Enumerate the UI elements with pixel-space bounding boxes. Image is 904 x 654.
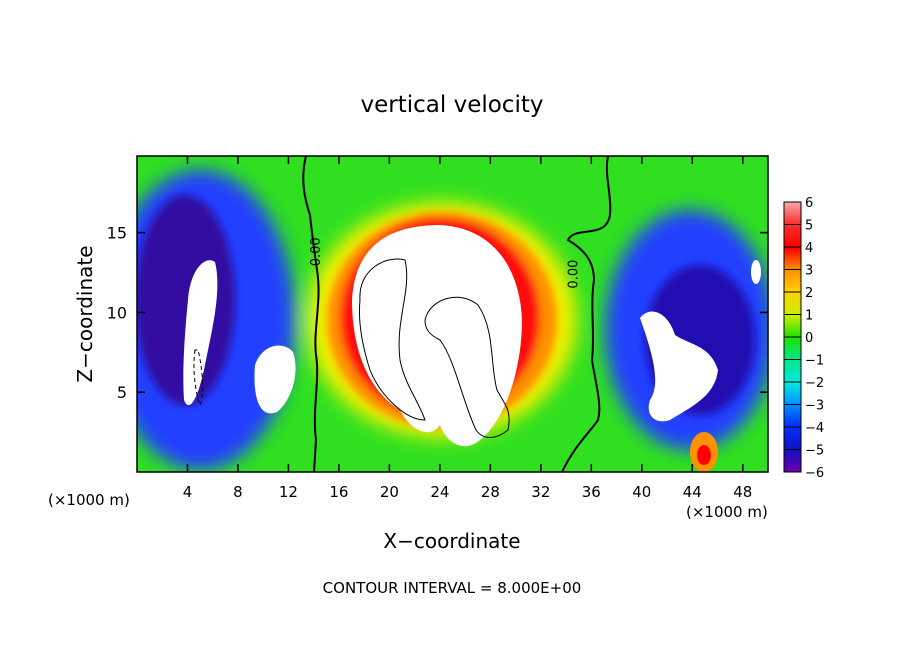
- contour-left-dashed: [193, 349, 204, 407]
- left-downdraft-core: [137, 195, 235, 405]
- x-tick-labels: 4 8 12 16 20 24 28 32 36 40 44 48: [183, 483, 753, 501]
- x-tick-label: 32: [531, 483, 550, 501]
- y-tick-labels: 5 10 15: [107, 224, 127, 403]
- x-tick-label: 4: [183, 483, 193, 501]
- left-peak-region: [183, 260, 218, 406]
- x-tick-label: 20: [380, 483, 399, 501]
- contour-zero-right: [561, 156, 612, 472]
- chart-title: vertical velocity: [361, 92, 544, 118]
- contour-label-left: 0.00: [309, 237, 324, 266]
- plot-frame: [136, 155, 769, 473]
- colorbar-tick-label: 1: [805, 309, 813, 324]
- y-tick-label: 10: [107, 303, 127, 322]
- right-peak-region: [640, 311, 718, 422]
- x-tick-label: 44: [683, 483, 702, 501]
- colorbar-tick-label: −6: [805, 466, 824, 481]
- x-unit-left: (×1000 m): [48, 491, 130, 509]
- x-tick-label: 48: [733, 483, 752, 501]
- plot-area: [136, 155, 769, 473]
- contour-interval-note: CONTOUR INTERVAL = 8.000E+00: [323, 579, 582, 597]
- contour-label-right: 0.00: [567, 260, 582, 289]
- x-unit-right: (×1000 m): [686, 503, 768, 521]
- colorbar-tick-label: −4: [805, 421, 824, 436]
- colorbar-tick-label: 6: [805, 196, 813, 211]
- y-tick-label: 5: [117, 383, 127, 402]
- contour-updraft-inner-right: [424, 296, 510, 438]
- y-axis-label: Z−coordinate: [73, 245, 97, 382]
- colorbar: 6 5 4 3 2 1 0 −1 −2 −3 −4 −5 −6: [783, 196, 824, 481]
- left-peak-region-small: [254, 345, 296, 414]
- surface-updraft-red: [697, 445, 711, 465]
- updraft-peak-region: [352, 225, 522, 447]
- colorbar-tick-label: 3: [805, 264, 813, 279]
- x-tick-label: 36: [582, 483, 601, 501]
- colorbar-tick-label: 0: [805, 331, 813, 346]
- x-axis-label: X−coordinate: [383, 529, 520, 553]
- contour-zero-left: [302, 156, 320, 472]
- x-tick-label: 16: [329, 483, 348, 501]
- colorbar-tick-label: 5: [805, 219, 813, 234]
- colorbar-tick-label: 2: [805, 286, 813, 301]
- x-tick-label: 40: [632, 483, 651, 501]
- y-tick-label: 15: [107, 224, 127, 243]
- colorbar-tick-label: −1: [805, 354, 824, 369]
- colorbar-tick-label: −5: [805, 444, 824, 459]
- contour-updraft-inner-left: [359, 258, 426, 421]
- x-tick-label: 28: [481, 483, 500, 501]
- colorbar-tick-label: −3: [805, 399, 824, 414]
- x-tick-label: 12: [279, 483, 298, 501]
- colorbar-tick-label: −2: [805, 376, 824, 391]
- x-tick-label: 8: [233, 483, 243, 501]
- colorbar-tick-label: 4: [805, 241, 813, 256]
- x-tick-label: 24: [430, 483, 449, 501]
- right-edge-peak: [751, 260, 761, 284]
